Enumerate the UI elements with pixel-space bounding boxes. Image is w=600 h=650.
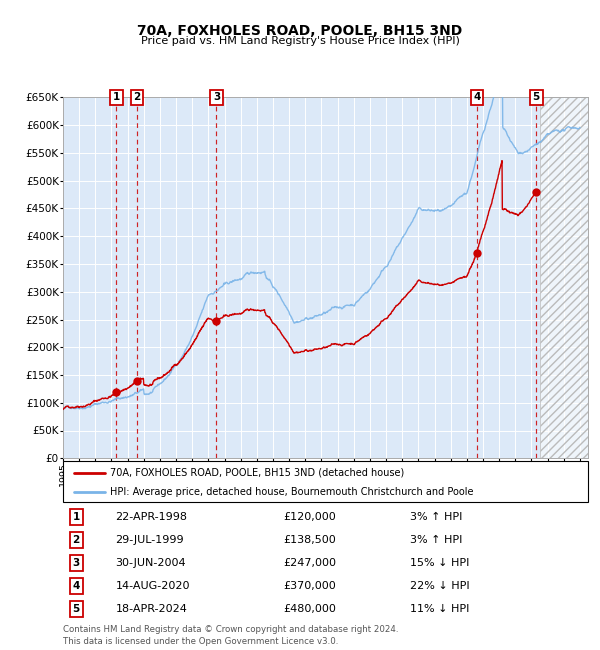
FancyBboxPatch shape [63, 462, 588, 502]
Text: 15% ↓ HPI: 15% ↓ HPI [409, 558, 469, 568]
Text: 3: 3 [73, 558, 80, 568]
Text: 70A, FOXHOLES ROAD, POOLE, BH15 3ND: 70A, FOXHOLES ROAD, POOLE, BH15 3ND [137, 24, 463, 38]
Text: £370,000: £370,000 [284, 581, 336, 591]
Text: 2: 2 [133, 92, 140, 103]
Text: 22-APR-1998: 22-APR-1998 [115, 512, 187, 521]
Text: 11% ↓ HPI: 11% ↓ HPI [409, 604, 469, 614]
Text: 70A, FOXHOLES ROAD, POOLE, BH15 3ND (detached house): 70A, FOXHOLES ROAD, POOLE, BH15 3ND (det… [110, 468, 404, 478]
Text: 18-APR-2024: 18-APR-2024 [115, 604, 187, 614]
Bar [539, 98, 588, 458]
Text: 30-JUN-2004: 30-JUN-2004 [115, 558, 186, 568]
Text: 4: 4 [473, 92, 481, 103]
Text: Price paid vs. HM Land Registry's House Price Index (HPI): Price paid vs. HM Land Registry's House … [140, 36, 460, 46]
Text: £120,000: £120,000 [284, 512, 336, 521]
Text: 3: 3 [213, 92, 220, 103]
Text: 1: 1 [73, 512, 80, 521]
Text: 3% ↑ HPI: 3% ↑ HPI [409, 512, 462, 521]
Text: Contains HM Land Registry data © Crown copyright and database right 2024.
This d: Contains HM Land Registry data © Crown c… [63, 625, 398, 646]
Text: 1: 1 [113, 92, 120, 103]
Text: 14-AUG-2020: 14-AUG-2020 [115, 581, 190, 591]
Text: 3% ↑ HPI: 3% ↑ HPI [409, 535, 462, 545]
Text: 29-JUL-1999: 29-JUL-1999 [115, 535, 184, 545]
Text: HPI: Average price, detached house, Bournemouth Christchurch and Poole: HPI: Average price, detached house, Bour… [110, 487, 474, 497]
Text: 4: 4 [73, 581, 80, 591]
Text: £138,500: £138,500 [284, 535, 336, 545]
Text: 22% ↓ HPI: 22% ↓ HPI [409, 581, 469, 591]
Bar [539, 98, 588, 458]
Text: 5: 5 [73, 604, 80, 614]
Text: £480,000: £480,000 [284, 604, 337, 614]
Text: £247,000: £247,000 [284, 558, 337, 568]
Text: 5: 5 [533, 92, 540, 103]
Text: 2: 2 [73, 535, 80, 545]
